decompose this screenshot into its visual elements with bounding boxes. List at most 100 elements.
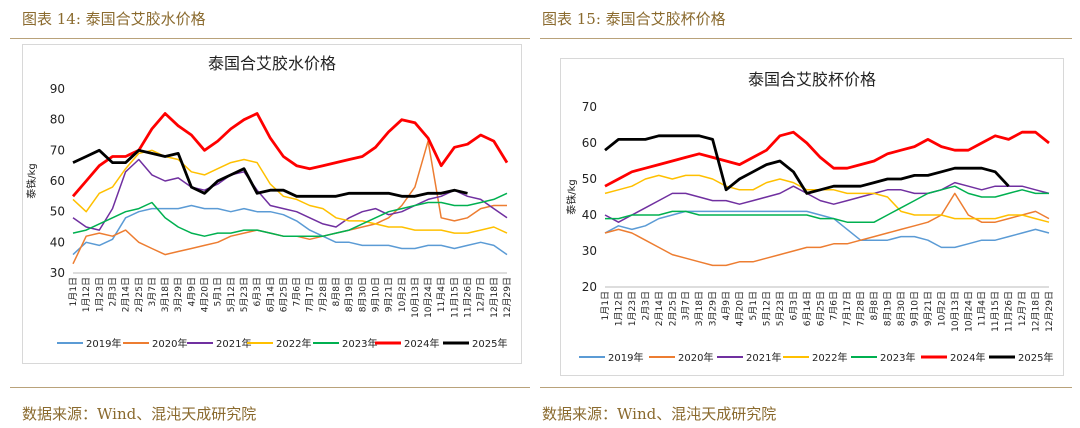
y-tick-label: 70: [50, 143, 65, 157]
figure-caption-left: 图表 14: 泰国合艾胶水价格: [22, 10, 206, 28]
x-tick-label: 2月25日: [134, 277, 145, 312]
x-tick-label: 7月28日: [856, 291, 867, 326]
x-tick-label: 1月23日: [627, 291, 638, 326]
x-tick-label: 11月4日: [977, 291, 988, 326]
y-axis-label: 泰铢/kg: [25, 163, 38, 199]
x-tick-label: 1月12日: [81, 277, 92, 312]
y-tick-label: 80: [50, 113, 65, 127]
y-tick-label: 50: [582, 172, 597, 186]
figure-caption-right: 图表 15: 泰国合艾胶杯价格: [542, 10, 726, 28]
legend-label: 2022年: [812, 351, 847, 364]
x-tick-label: 1月23日: [94, 277, 105, 312]
x-tick-label: 3月18日: [160, 277, 171, 312]
x-tick-label: 8月8日: [869, 291, 880, 320]
legend-label: 2021年: [216, 337, 251, 350]
chart-panel-right: 泰国合艾胶杯价格 泰铢/kg 20 30 40 50 60 70 1月1日 1月12日 1月23日 2…: [560, 58, 1064, 376]
series-line-2024: [604, 130, 1050, 188]
x-tick-label: 9月10日: [909, 291, 920, 326]
source-note-right: 数据来源：Wind、混沌天成研究院: [542, 405, 777, 423]
legend-label: 2024年: [404, 337, 439, 350]
legend-label: 2024年: [950, 351, 985, 364]
legend-label: 2020年: [678, 351, 713, 364]
x-tick-label: 2月3日: [640, 291, 651, 320]
y-tick-label: 60: [50, 174, 65, 188]
legend-label: 2021年: [746, 351, 781, 364]
x-tick-label: 9月21日: [384, 277, 395, 312]
x-tick-label: 10月24日: [423, 277, 434, 318]
x-tick-label: 7月17日: [842, 291, 853, 326]
x-tick-label: 5月12日: [761, 291, 772, 326]
series-line-2019: [604, 210, 1050, 249]
series-line-2021: [72, 158, 508, 231]
x-tick-label: 9月21日: [923, 291, 934, 326]
x-tick-label: 3月29日: [173, 277, 184, 312]
x-tick-label: 1月1日: [68, 277, 79, 306]
x-tick-label: 12月18日: [1031, 291, 1042, 332]
x-tick-label: 2月25日: [667, 291, 678, 326]
x-tick-label: 5月12日: [226, 277, 237, 312]
series-line-2019: [72, 204, 508, 256]
x-tick-label: 6月25日: [278, 277, 289, 312]
x-tick-label: 6月25日: [815, 291, 826, 326]
x-tick-label: 3月18日: [694, 291, 705, 326]
x-tick-label: 2月14日: [121, 277, 132, 312]
x-tick-label: 9月10日: [370, 277, 381, 312]
y-axis-label: 泰铢/kg: [565, 179, 578, 215]
series-line-2021: [604, 181, 1050, 223]
source-note-left: 数据来源：Wind、混沌天成研究院: [22, 405, 257, 423]
x-tick-label: 10月13日: [410, 277, 421, 318]
x-tick-label: 12月29日: [502, 277, 513, 318]
legend-label: 2025年: [472, 337, 507, 350]
x-tick-label: 12月29日: [1044, 291, 1055, 332]
y-tick-label: 20: [582, 280, 597, 294]
x-tick-label: 3月7日: [147, 277, 158, 306]
legend-label: 2019年: [608, 351, 643, 364]
x-tick-label: 4月9日: [721, 291, 732, 320]
x-tick-label: 2月3日: [107, 277, 118, 306]
series-line-2024: [71, 112, 509, 198]
x-tick-label: 6月14日: [802, 291, 813, 326]
x-tick-label: 4月9日: [186, 277, 197, 306]
series-line-2023: [72, 192, 508, 237]
x-tick-label: 11月26日: [463, 277, 474, 318]
caption-rule-left: [10, 38, 530, 39]
y-tick-label: 30: [50, 266, 65, 280]
x-tick-label: 2月14日: [654, 291, 665, 326]
x-tick-label: 6月3日: [252, 277, 263, 306]
y-tick-label: 90: [50, 82, 65, 96]
x-tick-label: 1月12日: [613, 291, 624, 326]
series-line-2020: [604, 192, 1050, 267]
x-tick-label: 11月4日: [436, 277, 447, 312]
x-tick-label: 5月23日: [239, 277, 250, 312]
x-tick-label: 8月19日: [883, 291, 894, 326]
x-tick-label: 10月24日: [963, 291, 974, 332]
legend-label: 2023年: [342, 337, 377, 350]
y-tick-label: 70: [582, 100, 597, 114]
y-tick-label: 50: [50, 205, 65, 219]
x-tick-label: 7月6日: [292, 277, 303, 306]
x-tick-label: 7月28日: [318, 277, 329, 312]
x-tick-label: 8月8日: [331, 277, 342, 306]
legend-label: 2025年: [1018, 351, 1053, 364]
x-tick-label: 11月15日: [449, 277, 460, 318]
caption-rule-right: [540, 38, 1072, 39]
x-tick-label: 11月26日: [1004, 291, 1015, 332]
x-tick-label: 3月29日: [708, 291, 719, 326]
x-tick-label: 4月20日: [200, 277, 211, 312]
x-tick-label: 8月30日: [896, 291, 907, 326]
series-line-2025: [604, 134, 1010, 195]
x-tick-label: 5月1日: [213, 277, 224, 306]
x-tick-label: 12月7日: [1017, 291, 1028, 326]
x-tick-label: 6月3日: [788, 291, 799, 320]
x-tick-label: 1月1日: [600, 291, 611, 320]
series-line-2023: [605, 185, 1049, 223]
x-tick-label: 5月1日: [748, 291, 759, 320]
series-line-2025: [72, 148, 468, 198]
x-tick-label: 8月19日: [344, 277, 355, 312]
chart-panel-left: 泰国合艾胶水价格 泰铢/kg 30 40 50 60 70 80 90 1月1日 1月12日 1月23…: [22, 44, 522, 364]
chart-title: 泰国合艾胶杯价格: [748, 70, 876, 89]
series-line-2022: [604, 174, 1050, 223]
x-tick-label: 12月18日: [489, 277, 500, 318]
x-tick-label: 3月7日: [681, 291, 692, 320]
